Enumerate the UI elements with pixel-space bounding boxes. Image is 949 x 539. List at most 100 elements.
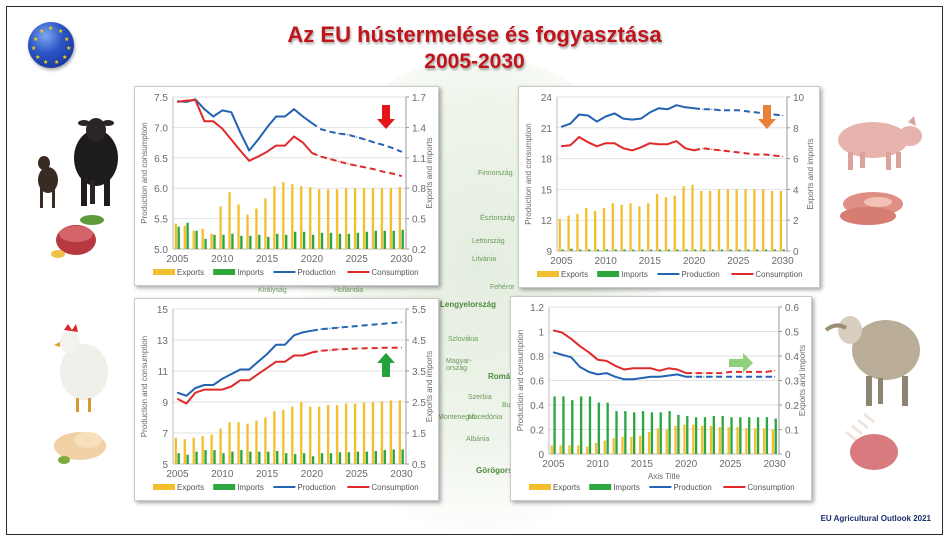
bar-imports xyxy=(765,417,769,454)
point-consumption xyxy=(212,389,214,391)
point-production xyxy=(773,113,775,116)
bar-imports xyxy=(730,417,733,454)
bar-imports xyxy=(702,249,706,251)
legend-label-consumption: Consumption xyxy=(755,270,802,279)
y-tick-label: 21 xyxy=(541,124,553,135)
y-tick-label: 9 xyxy=(162,398,168,409)
point-production xyxy=(666,108,669,110)
point-consumption xyxy=(605,360,608,362)
y2-tick-label: 3.5 xyxy=(412,367,426,378)
x-tick-label: 2025 xyxy=(719,459,742,470)
point-production xyxy=(649,111,651,113)
line-consumption xyxy=(177,351,313,405)
point-consumption xyxy=(684,147,686,149)
bar-imports xyxy=(213,450,216,464)
point-production xyxy=(365,138,367,141)
point-production xyxy=(667,375,670,377)
x-tick-label: 2005 xyxy=(542,459,565,470)
map-label: Litvánia xyxy=(472,256,497,263)
bar-imports xyxy=(703,417,707,454)
bar-imports xyxy=(756,249,759,251)
bar-imports xyxy=(553,396,556,454)
point-consumption xyxy=(239,149,241,152)
point-consumption xyxy=(694,372,696,374)
point-consumption xyxy=(658,370,661,372)
point-production xyxy=(382,144,385,146)
point-production xyxy=(756,376,758,378)
point-consumption xyxy=(569,144,571,146)
legend-label-imports: Imports xyxy=(237,268,264,277)
x-tick-label: 2025 xyxy=(346,254,369,265)
point-production xyxy=(738,376,740,378)
x-tick-label: 2030 xyxy=(771,256,794,267)
bar-imports xyxy=(392,230,395,249)
point-consumption xyxy=(257,373,259,375)
point-production xyxy=(658,376,661,378)
bar-imports xyxy=(267,451,270,464)
bar-imports xyxy=(329,453,333,464)
point-production xyxy=(703,376,705,378)
bar-imports xyxy=(204,450,207,464)
point-consumption xyxy=(266,367,268,369)
point-consumption xyxy=(320,350,322,352)
point-production xyxy=(605,372,608,374)
chicken-icon xyxy=(54,324,108,464)
bar-imports xyxy=(302,453,306,464)
bar-imports xyxy=(249,451,252,464)
bar-exports xyxy=(745,428,748,454)
x-tick-label: 2010 xyxy=(211,469,234,480)
bar-exports xyxy=(718,427,721,454)
point-consumption xyxy=(293,354,295,357)
point-consumption xyxy=(747,371,749,373)
bar-imports xyxy=(383,450,386,464)
trend-arrow-up-icon xyxy=(377,353,395,377)
x-tick-label: 2010 xyxy=(587,459,610,470)
bar-exports xyxy=(353,188,357,249)
point-consumption xyxy=(347,163,349,165)
bar-exports xyxy=(762,428,766,454)
y-tick-label: 7.0 xyxy=(154,123,168,134)
point-consumption xyxy=(356,165,358,167)
point-consumption xyxy=(266,151,268,153)
bar-imports xyxy=(195,230,198,249)
point-consumption xyxy=(711,148,713,150)
point-consumption xyxy=(329,158,331,160)
bar-exports xyxy=(264,198,267,249)
point-consumption xyxy=(773,154,775,157)
point-production xyxy=(266,126,268,128)
y-axis-title: Production and consumption xyxy=(140,336,149,437)
point-consumption xyxy=(400,175,403,177)
y2-tick-label: 0.5 xyxy=(412,460,426,471)
legend-label-consumption: Consumption xyxy=(371,268,418,277)
point-consumption xyxy=(365,166,367,169)
bar-imports xyxy=(587,249,591,251)
x-tick-label: 2015 xyxy=(256,469,279,480)
point-consumption xyxy=(720,372,723,374)
bar-exports xyxy=(673,195,676,251)
point-consumption xyxy=(212,120,214,122)
bar-imports xyxy=(320,453,324,464)
bar-exports xyxy=(282,182,285,249)
x-tick-label: 2005 xyxy=(166,254,189,265)
point-consumption xyxy=(712,372,714,374)
point-production xyxy=(622,117,624,120)
point-consumption xyxy=(275,361,277,363)
point-consumption xyxy=(703,372,705,374)
point-production xyxy=(374,142,376,144)
bar-imports xyxy=(588,396,592,454)
point-production xyxy=(275,344,277,346)
bar-imports xyxy=(632,249,635,251)
bar-imports xyxy=(285,453,288,464)
point-consumption xyxy=(649,142,651,144)
bar-imports xyxy=(649,249,653,251)
bar-exports xyxy=(219,428,222,464)
point-production xyxy=(632,378,634,380)
x-tick-label: 2015 xyxy=(631,459,654,470)
point-production xyxy=(675,104,678,106)
bar-imports xyxy=(392,449,395,464)
point-consumption xyxy=(720,149,722,151)
y-tick-label: 15 xyxy=(157,305,169,316)
sheep-chart-card: 0 0.2 0.4 0.6 0.8 1 1.2 0 0.1 0.2 0.3 0.4 0.5 0.6 2005… xyxy=(510,296,812,501)
bar-exports xyxy=(727,427,730,454)
line-consumption xyxy=(177,99,313,162)
